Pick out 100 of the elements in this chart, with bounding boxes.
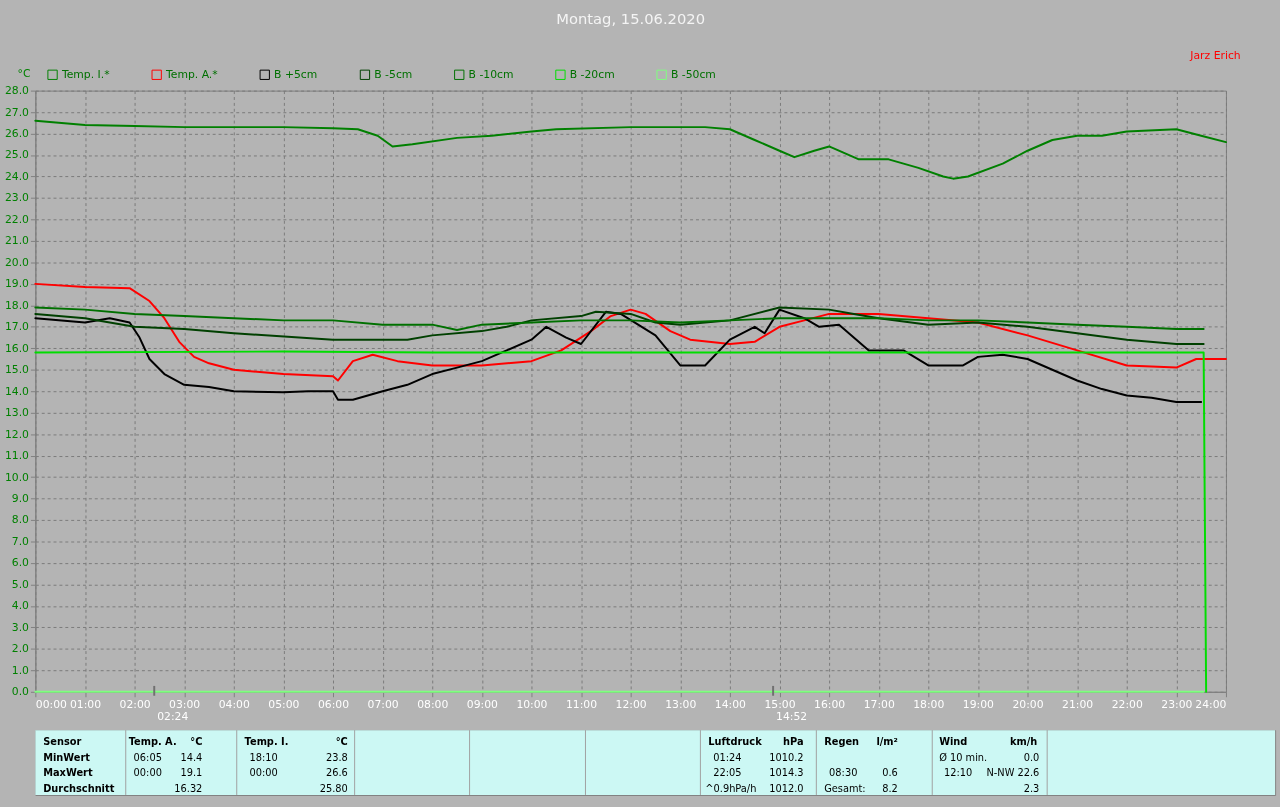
y-tick-label: 26.0 xyxy=(4,127,30,140)
legend-label: B -5cm xyxy=(374,67,413,81)
legend-label: B -20cm xyxy=(569,67,615,81)
x-tick-label: 15:00 xyxy=(764,698,796,712)
y-tick-label: 24.0 xyxy=(4,169,30,183)
y-tick-label: 28.0 xyxy=(4,84,30,98)
x-tick-label: 11:00 xyxy=(565,698,598,712)
x-tick-label: 02:00 xyxy=(119,698,151,712)
text: 06:05 xyxy=(133,751,162,763)
text: 0.0 xyxy=(1023,751,1040,763)
legend-label: B -10cm xyxy=(468,67,514,81)
x-tick-label: 01:00 xyxy=(69,698,102,712)
line-series xyxy=(34,282,1227,382)
y-tick-label: 20.0 xyxy=(4,255,30,269)
y-tick-label: 5.0 xyxy=(11,577,30,591)
y-tick-label: 12.0 xyxy=(4,427,30,441)
x-tick-label: 16:00 xyxy=(814,698,846,712)
text: MaxWert xyxy=(43,767,93,779)
line-series xyxy=(34,119,1227,180)
y-tick-label: 21.0 xyxy=(4,234,30,248)
y-tick-label: 14.0 xyxy=(4,384,30,398)
y-tick-label: 11.0 xyxy=(4,449,30,463)
x-tick-label: 09:00 xyxy=(466,698,499,712)
text: 14.4 xyxy=(180,751,203,763)
legend-label: Temp. I.* xyxy=(60,67,111,81)
y-tick-label: 7.0 xyxy=(11,534,30,548)
text: 18:10 xyxy=(249,751,278,763)
y-tick-label: 16.0 xyxy=(4,341,30,355)
text: 2.3 xyxy=(1023,783,1040,795)
line-series xyxy=(34,308,1203,403)
line-series xyxy=(34,306,1205,332)
x-tick-label: 06:00 xyxy=(317,698,350,712)
x-tick-label: 19:00 xyxy=(962,698,995,712)
text: 1010.2 xyxy=(769,751,804,763)
y-axis-title: °C xyxy=(17,67,31,81)
y-tick-label: 19.0 xyxy=(4,277,30,291)
x-tick-label: 14:00 xyxy=(714,698,747,712)
y-tick-label: 0.0 xyxy=(11,685,30,699)
text: hPa xyxy=(783,735,804,747)
y-tick-label: 6.0 xyxy=(11,556,30,570)
text: 02:24 xyxy=(157,710,189,724)
x-tick-label: 21:00 xyxy=(1062,698,1094,712)
y-tick-label: 8.0 xyxy=(11,513,30,527)
chart-subtitle: Jarz Erich xyxy=(1189,49,1241,63)
text: °C xyxy=(335,735,348,747)
text: N-NW 22.6 xyxy=(986,767,1040,779)
x-tick-label: 07:00 xyxy=(367,698,399,712)
text: Wind xyxy=(939,735,968,747)
text: km/h xyxy=(1010,735,1038,747)
text: 22:05 xyxy=(713,767,742,779)
text: Sensor xyxy=(43,735,82,747)
text: 1014.3 xyxy=(769,767,804,779)
text: ^0.9hPa/h xyxy=(705,783,757,795)
x-tick-label: 20:00 xyxy=(1012,698,1044,712)
x-tick-label: 08:00 xyxy=(417,698,449,712)
line-series xyxy=(34,306,1205,345)
x-tick-label: 13:00 xyxy=(665,698,697,712)
y-tick-label: 13.0 xyxy=(4,406,30,420)
text: Ø 10 min. xyxy=(939,751,988,763)
text: 00:00 xyxy=(133,767,162,779)
y-tick-label: 2.0 xyxy=(11,642,30,656)
text: 14:52 xyxy=(776,710,808,724)
text: 0.6 xyxy=(882,767,898,779)
legend-label: Temp. A.* xyxy=(165,67,219,81)
x-tick-label: 18:00 xyxy=(913,698,945,712)
legend-label: B +5cm xyxy=(274,67,318,81)
text: 01:24 xyxy=(713,751,742,763)
x-tick-label: 22:00 xyxy=(1111,698,1143,712)
text: MinWert xyxy=(43,751,91,763)
text: 08:30 xyxy=(829,767,858,779)
y-tick-label: 18.0 xyxy=(4,298,30,312)
y-tick-label: 27.0 xyxy=(4,105,30,119)
y-tick-label: 3.0 xyxy=(11,620,30,634)
legend-label: B -50cm xyxy=(670,67,716,81)
x-tick-label: 10:00 xyxy=(516,698,548,712)
text: l/m² xyxy=(876,735,898,747)
text: Regen xyxy=(824,735,860,747)
text: Temp. A. xyxy=(128,735,177,747)
y-tick-label: 17.0 xyxy=(4,320,30,334)
text: Temp. I. xyxy=(244,735,289,747)
text: Durchschnitt xyxy=(43,783,115,795)
text: 26.6 xyxy=(325,767,348,779)
text: Gesamt: xyxy=(824,783,866,795)
chart-title: Montag, 15.06.2020 xyxy=(556,9,706,27)
x-tick-label: 03:00 xyxy=(169,698,201,712)
text: Luftdruck xyxy=(708,735,763,747)
x-tick-label: 12:00 xyxy=(615,698,647,712)
text: °C xyxy=(190,735,203,747)
x-tick-label: 24:00 xyxy=(1195,698,1227,712)
y-tick-label: 1.0 xyxy=(11,663,30,677)
y-tick-label: 10.0 xyxy=(4,470,30,484)
x-tick-label: 17:00 xyxy=(863,698,895,712)
y-tick-label: 9.0 xyxy=(11,492,30,506)
text: 25.80 xyxy=(319,783,348,795)
y-tick-label: 23.0 xyxy=(4,191,30,205)
y-tick-label: 4.0 xyxy=(11,599,30,613)
text: 00:00 xyxy=(249,767,278,779)
text: 8.2 xyxy=(882,783,898,795)
x-tick-label: 00:00 xyxy=(35,698,68,712)
text: 12:10 xyxy=(944,767,973,779)
